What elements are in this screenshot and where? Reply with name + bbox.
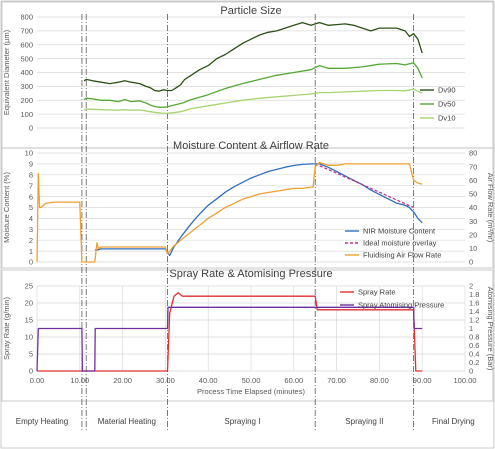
legend-label: Dv10: [438, 114, 456, 123]
series-line-dv50: [83, 62, 423, 108]
y2-tick-label: 1.2: [469, 316, 479, 325]
y-tick-label: 300: [20, 82, 33, 91]
y2-tick-label: 2: [469, 282, 473, 291]
y-tick-label: 6: [29, 192, 33, 201]
phase-label: Material Heating: [98, 417, 156, 426]
label-layer: Particle Size0100200300400500600700800Eq…: [2, 5, 495, 426]
y-tick-label: 20: [25, 299, 33, 308]
y-tick-label: 200: [20, 96, 33, 105]
panel-frame-2: [1, 147, 494, 269]
series-line-dv10: [83, 88, 423, 115]
y2-tick-label: 1.6: [469, 299, 479, 308]
y2-tick-label: 0.6: [469, 341, 479, 350]
y-axis-label: Equivalent Diameter (µm): [2, 29, 11, 115]
y2-tick-label: 0.2: [469, 358, 479, 367]
grid-layer: [36, 16, 466, 372]
y-tick-label: 9: [29, 160, 33, 169]
series-line-ideal-moisture-overlay: [314, 163, 414, 209]
y2-tick-label: 30: [469, 217, 477, 226]
x-tick-label: 80.00: [370, 376, 389, 385]
panel-title-3: Spray Rate & Atomising Pressure: [169, 268, 332, 280]
x-tick-label: 60.00: [284, 376, 303, 385]
y-tick-label: 700: [20, 27, 33, 36]
phase-label: Final Drying: [432, 417, 475, 426]
y2-tick-label: 0: [469, 367, 473, 376]
series-line-fluidising-air-flow-rate: [36, 161, 423, 263]
y2-tick-label: 40: [469, 203, 477, 212]
series-line-dv90: [83, 21, 423, 92]
y2-tick-label: 1.4: [469, 307, 479, 316]
legend-label: Fluidising Air Flow Rate: [363, 251, 441, 260]
x-tick-label: 20.00: [113, 376, 132, 385]
y-axis-label: Moisture Content (%): [2, 172, 11, 243]
x-tick-label: 90.00: [413, 376, 432, 385]
legend-label: Ideal moisture overlay: [363, 239, 437, 248]
y2-tick-label: 60: [469, 176, 477, 185]
series-line-spray-atomising-pressure: [36, 306, 423, 372]
y-tick-label: 5: [29, 350, 33, 359]
y2-tick-label: 20: [469, 230, 477, 239]
y-tick-label: 8: [29, 171, 33, 180]
y-tick-label: 0: [29, 124, 33, 133]
y-tick-label: 25: [25, 282, 33, 291]
y2-tick-label: 0.4: [469, 350, 479, 359]
y-tick-label: 1: [29, 247, 33, 256]
x-tick-label: 0.00: [30, 376, 45, 385]
y-tick-label: 15: [25, 316, 33, 325]
y-tick-label: 7: [29, 181, 33, 190]
y-tick-label: 500: [20, 54, 33, 63]
x-axis-label: Process Time Elapsed (minutes): [197, 387, 305, 396]
y-tick-label: 0: [29, 367, 33, 376]
y2-tick-label: 1.8: [469, 290, 479, 299]
legend-label: Dv90: [438, 86, 456, 95]
x-tick-label: 30.00: [156, 376, 175, 385]
panel-title-2: Moisture Content & Airflow Rate: [173, 140, 329, 152]
series-line-nir-moisture-content: [94, 163, 423, 257]
y-tick-label: 400: [20, 68, 33, 77]
y-tick-label: 3: [29, 225, 33, 234]
y-tick-label: 0: [29, 258, 33, 267]
y2-tick-label: 1: [469, 324, 473, 333]
y2-axis-label: Air Flow Rate (m³/hr): [486, 173, 495, 243]
panel-frame-3: [1, 269, 494, 402]
y-tick-label: 5: [29, 203, 33, 212]
legend-label: Spray Atomising Pressure: [358, 301, 444, 310]
y-tick-label: 4: [29, 214, 33, 223]
phase-label: Empty Heating: [16, 417, 68, 426]
y-axis-label: Spray Rate (g/min): [2, 297, 11, 360]
y-tick-label: 100: [20, 110, 33, 119]
y2-tick-label: 80: [469, 149, 477, 158]
x-tick-label: 40.00: [199, 376, 218, 385]
y-tick-label: 10: [25, 149, 33, 158]
series-line-spray-rate: [37, 292, 423, 372]
y-tick-label: 10: [25, 333, 33, 342]
panel-title-1: Particle Size: [220, 5, 281, 17]
x-tick-label: 10.00: [70, 376, 89, 385]
y2-tick-label: 0: [469, 258, 473, 267]
legend-label: Dv50: [438, 100, 456, 109]
y2-tick-label: 50: [469, 190, 477, 199]
legend-label: Spray Rate: [358, 288, 396, 297]
y-tick-label: 600: [20, 40, 33, 49]
y-tick-label: 800: [20, 13, 33, 22]
series-layer: [36, 21, 423, 372]
y2-tick-label: 70: [469, 162, 477, 171]
phase-label: Spraying I: [224, 417, 260, 426]
x-tick-label: 100.00: [454, 376, 477, 385]
y2-axis-label: Atomising Pressure (Bar): [486, 287, 495, 371]
y2-tick-label: 10: [469, 244, 477, 253]
y2-tick-label: 0.8: [469, 333, 479, 342]
y-tick-label: 2: [29, 236, 33, 245]
x-tick-label: 50.00: [242, 376, 261, 385]
legend-label: NIR Moisture Content: [363, 227, 436, 236]
phase-label: Spraying II: [345, 417, 383, 426]
x-tick-label: 70.00: [327, 376, 346, 385]
